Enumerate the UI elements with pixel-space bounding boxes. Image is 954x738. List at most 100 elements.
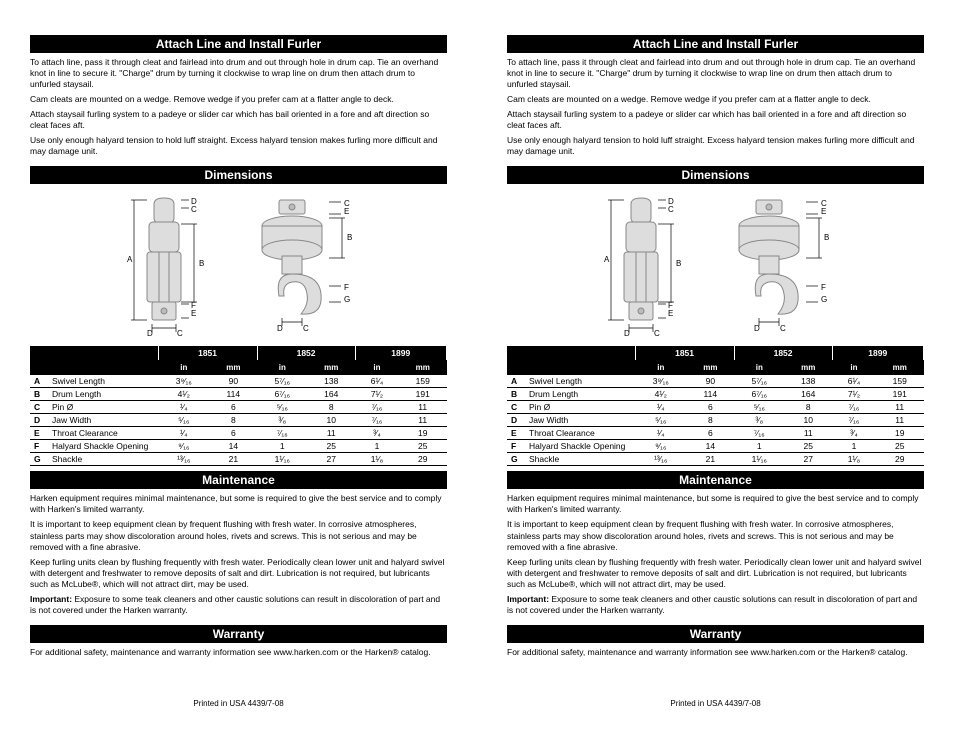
row-val: 114 (210, 388, 258, 401)
row-val: 1 (355, 440, 399, 453)
row-val: 11 (399, 414, 447, 427)
svg-text:E: E (191, 309, 196, 318)
svg-text:F: F (821, 283, 826, 292)
maintenance-para: Important: Exposure to some teak cleaner… (507, 594, 924, 616)
row-val: ⁷⁄₁₆ (832, 414, 876, 427)
attach-header: Attach Line and Install Furler (507, 35, 924, 53)
table-row: BDrum Length4¹⁄₂1146⁷⁄₁₆1647¹⁄₂191 (507, 388, 924, 401)
svg-text:B: B (199, 259, 204, 268)
row-key: C (507, 401, 525, 414)
row-key: E (507, 427, 525, 440)
row-val: 25 (876, 440, 924, 453)
svg-text:D: D (147, 329, 153, 336)
attach-para: To attach line, pass it through cleat an… (30, 57, 447, 90)
row-val: ⁷⁄₁₆ (832, 401, 876, 414)
drum-diagram: C E B F G D C (249, 196, 359, 336)
row-key: A (507, 375, 525, 388)
svg-text:A: A (604, 255, 610, 264)
row-val: 5⁷⁄₁₆ (257, 375, 307, 388)
svg-text:E: E (668, 309, 673, 318)
maintenance-header: Maintenance (30, 471, 447, 489)
attach-para: Cam cleats are mounted on a wedge. Remov… (507, 94, 924, 105)
svg-text:D: D (624, 329, 630, 336)
unit-header: in (734, 361, 784, 375)
row-val: 27 (307, 453, 355, 466)
row-val: 138 (784, 375, 832, 388)
table-row: GShackle¹³⁄₁₆211¹⁄₁₆271¹⁄₈29 (30, 453, 447, 466)
maintenance-header: Maintenance (507, 471, 924, 489)
table-row: FHalyard Shackle Opening⁹⁄₁₆14125125 (30, 440, 447, 453)
svg-text:C: C (654, 329, 660, 336)
warranty-text: For additional safety, maintenance and w… (507, 647, 924, 658)
row-name: Swivel Length (525, 375, 635, 388)
unit-header: mm (876, 361, 924, 375)
attach-para: To attach line, pass it through cleat an… (507, 57, 924, 90)
row-name: Drum Length (48, 388, 158, 401)
row-val: 21 (210, 453, 258, 466)
row-key: C (30, 401, 48, 414)
row-key: F (30, 440, 48, 453)
row-val: ⁷⁄₁₆ (257, 427, 307, 440)
warranty-header: Warranty (507, 625, 924, 643)
table-row: EThroat Clearance¹⁄₄6⁷⁄₁₆11³⁄₄19 (507, 427, 924, 440)
row-val: 10 (784, 414, 832, 427)
row-val: 1 (832, 440, 876, 453)
dimensions-table: 185118521899inmminmminmmASwivel Length3⁹… (507, 346, 924, 466)
svg-text:D: D (277, 324, 283, 333)
maintenance-para: Keep furling units clean by flushing fre… (507, 557, 924, 590)
model-header: 1851 (635, 346, 734, 361)
row-val: 8 (307, 401, 355, 414)
table-row: ASwivel Length3⁹⁄₁₆905⁷⁄₁₆1386¹⁄₄159 (507, 375, 924, 388)
row-val: 6¹⁄₄ (355, 375, 399, 388)
table-row: DJaw Width⁵⁄₁₆8³⁄₈10⁷⁄₁₆11 (507, 414, 924, 427)
attach-para: Use only enough halyard tension to hold … (507, 135, 924, 157)
row-name: Halyard Shackle Opening (48, 440, 158, 453)
footer-text: Printed in USA 4439/7-08 (507, 693, 924, 708)
svg-text:F: F (344, 283, 349, 292)
svg-text:C: C (303, 324, 309, 333)
row-val: 8 (210, 414, 258, 427)
row-key: B (30, 388, 48, 401)
swivel-diagram: A B D C F E D C (119, 196, 209, 336)
row-val: 1 (257, 440, 307, 453)
unit-header: mm (784, 361, 832, 375)
page-left: Attach Line and Install FurlerTo attach … (0, 30, 477, 708)
row-val: 6⁷⁄₁₆ (734, 388, 784, 401)
row-val: ³⁄₈ (734, 414, 784, 427)
unit-header: in (355, 361, 399, 375)
row-val: 90 (687, 375, 735, 388)
row-val: 21 (687, 453, 735, 466)
dimensions-header: Dimensions (507, 166, 924, 184)
model-header: 1851 (158, 346, 257, 361)
model-header: 1899 (832, 346, 923, 361)
row-key: D (30, 414, 48, 427)
row-val: 14 (687, 440, 735, 453)
row-val: ¹⁄₄ (635, 427, 687, 440)
row-val: ¹⁄₄ (158, 401, 210, 414)
model-header: 1899 (355, 346, 446, 361)
row-val: 10 (307, 414, 355, 427)
row-val: 159 (876, 375, 924, 388)
page-right: Attach Line and Install Furler To attach … (477, 30, 954, 708)
row-val: 164 (307, 388, 355, 401)
unit-header: mm (687, 361, 735, 375)
warranty-text: For additional safety, maintenance and w… (30, 647, 447, 658)
row-val: 6 (210, 401, 258, 414)
row-val: 191 (399, 388, 447, 401)
row-val: 6⁷⁄₁₆ (257, 388, 307, 401)
footer-text: Printed in USA 4439/7-08 (30, 693, 447, 708)
row-val: 6¹⁄₄ (832, 375, 876, 388)
row-name: Jaw Width (525, 414, 635, 427)
dimensions-table: 185118521899inmminmminmmASwivel Length3⁹… (30, 346, 447, 466)
row-name: Halyard Shackle Opening (525, 440, 635, 453)
row-val: 6 (687, 427, 735, 440)
row-val: 5⁷⁄₁₆ (734, 375, 784, 388)
row-name: Shackle (48, 453, 158, 466)
diagram-row: A B D C F E D C C (30, 196, 447, 336)
svg-text:B: B (824, 233, 829, 242)
row-key: B (507, 388, 525, 401)
row-val: ⁹⁄₁₆ (158, 440, 210, 453)
svg-text:C: C (668, 205, 674, 214)
attach-para: Cam cleats are mounted on a wedge. Remov… (30, 94, 447, 105)
unit-header: mm (210, 361, 258, 375)
